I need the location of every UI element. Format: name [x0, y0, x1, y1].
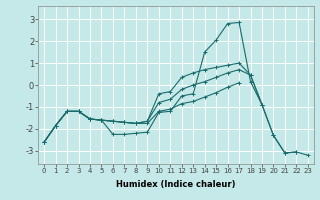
- X-axis label: Humidex (Indice chaleur): Humidex (Indice chaleur): [116, 180, 236, 189]
